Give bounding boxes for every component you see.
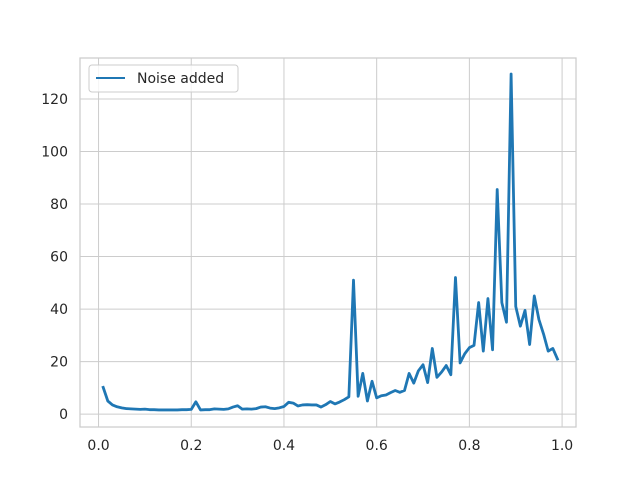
x-tick-label: 0.2 <box>180 438 202 454</box>
series-lines <box>101 72 560 412</box>
y-tick-label: 100 <box>41 144 68 160</box>
y-tick-label: 80 <box>50 197 68 213</box>
x-tick-label: 0.8 <box>458 438 480 454</box>
x-tick-label: 0.0 <box>87 438 109 454</box>
legend-label-noise-added: Noise added <box>137 71 224 87</box>
x-tick-label: 0.6 <box>366 438 388 454</box>
x-tick-label: 0.4 <box>273 438 295 454</box>
y-tick-label: 0 <box>59 407 68 423</box>
y-tick-label: 20 <box>50 355 68 371</box>
grid-lines <box>80 58 576 427</box>
series-line-noise-added <box>101 72 560 412</box>
y-tick-labels: 0 20 40 60 80 100 120 <box>41 92 68 423</box>
legend-frame <box>88 64 239 93</box>
y-tick-label: 120 <box>41 92 68 108</box>
plot-area-frame <box>79 57 577 428</box>
x-tick-label: 1.0 <box>551 438 573 454</box>
x-tick-labels: 0.0 0.2 0.4 0.6 0.8 1.0 <box>87 438 573 454</box>
y-tick-label: 40 <box>50 302 68 318</box>
plot-area-background <box>80 58 576 427</box>
legend: Noise added <box>88 64 239 93</box>
y-tick-label: 60 <box>50 250 68 266</box>
